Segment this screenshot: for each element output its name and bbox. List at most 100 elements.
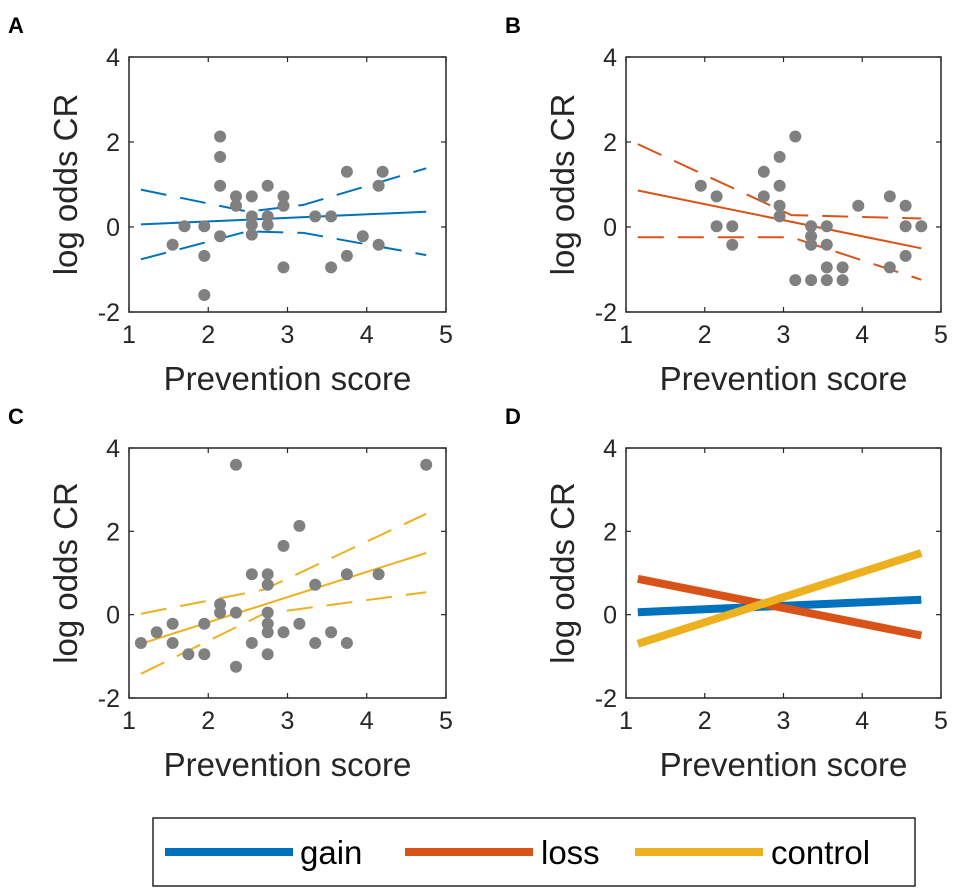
panel-a-data-point (245, 190, 258, 203)
panel-b-data-point (805, 238, 818, 251)
panel-a-data-point (309, 210, 322, 223)
panel-d-xtick-label: 4 (855, 707, 869, 735)
panel-a-data-point (340, 165, 353, 178)
panel-c-ytick-label: 0 (106, 602, 120, 630)
panel-c-data-point (230, 606, 242, 619)
panel-b-data-point (805, 220, 818, 233)
panel-c-data-point (340, 568, 353, 581)
panel-c-data-point (261, 648, 274, 661)
panel-a-data-point (372, 179, 385, 192)
panel-a-data-point (325, 261, 338, 274)
panel-a-ci-upper (140, 167, 427, 213)
panel-d-ylabel: log odds CR (544, 482, 581, 664)
panel-b-ytick-label: 4 (603, 44, 617, 72)
panel-d-xtick-label: 2 (698, 707, 712, 735)
panel-c-data-point (261, 578, 274, 591)
panel-c-fit-line (140, 552, 427, 645)
panel-a-data-point (198, 220, 211, 233)
legend: gain loss control (152, 817, 916, 887)
panel-b-xlabel: Prevention score (660, 360, 908, 397)
panel-c-data-point (277, 539, 290, 552)
panel-c-axes-box (128, 447, 447, 699)
panel-c-data-point (166, 617, 179, 630)
panel-d: D 1 2 3 4 5 -2 0 2 4 Prevention score log odds CR (505, 404, 948, 783)
panel-b-ytick-label: 2 (603, 129, 617, 157)
panel-b-data-point (899, 220, 912, 233)
panel-b-data-point (773, 199, 786, 212)
panel-b-data-point (899, 199, 912, 212)
panel-c-xlabel: Prevention score (164, 746, 412, 783)
panel-d-ytick-label: -2 (595, 685, 617, 713)
panel-c-xtick-label: 3 (281, 707, 295, 735)
panel-b-ci-upper (637, 143, 922, 220)
panel-a-xtick-label: 4 (360, 321, 374, 349)
panel-a-ytick-label: 4 (106, 44, 120, 72)
panel-a-data-point (372, 238, 385, 251)
panel-c-data-point (420, 458, 433, 471)
panel-b: B 1 2 3 4 5 -2 0 2 4 Prevention score log odds CR (505, 13, 948, 397)
panel-c-data-point (261, 617, 274, 630)
panel-b-data-point (757, 190, 770, 203)
panel-b-data-point (899, 249, 912, 262)
panel-a-data-point (325, 210, 338, 223)
panel-a-data-point (261, 179, 274, 192)
panel-c-data-point (293, 519, 306, 532)
panel-c-data-point (372, 568, 385, 581)
panel-c-data-point (198, 617, 211, 630)
panel-c-data-point (166, 637, 179, 649)
legend-gain-label: gain (300, 834, 362, 871)
panel-c-xtick-label: 5 (439, 707, 453, 735)
panel-d-axes-box (625, 447, 942, 699)
panel-b-data-point (852, 199, 865, 212)
panel-d-ytick-label: 4 (603, 435, 617, 463)
panel-a-xtick-label: 3 (281, 321, 295, 349)
panel-a-letter: A (8, 13, 24, 38)
panel-b-data-point (789, 274, 802, 287)
panel-a-ytick-label: 2 (106, 129, 120, 157)
panel-a-data-point (376, 165, 389, 178)
panel-a-xtick-label: 5 (439, 321, 453, 349)
panel-c-ytick-label: 4 (106, 435, 120, 463)
panel-d-letter: D (505, 404, 521, 429)
panel-b-data-point (836, 274, 849, 287)
panel-c-data-point (261, 626, 274, 639)
panel-c-xtick-label: 4 (360, 707, 374, 735)
legend-control-label: control (771, 834, 870, 871)
panel-c-data-point (340, 637, 353, 649)
panel-b-data-point (883, 261, 896, 274)
panel-d-xtick-label: 5 (934, 707, 948, 735)
panel-a-xtick-label: 2 (201, 321, 215, 349)
panel-c-ci-upper (140, 512, 427, 615)
panel-c-data-point (277, 626, 290, 639)
panel-c-data-point (261, 568, 274, 581)
panel-a-data-point (277, 199, 290, 212)
panel-c-data-point (134, 637, 147, 649)
panel-d-xtick-label: 3 (777, 707, 791, 735)
panel-a-data-point (245, 228, 258, 241)
panel-c-data-point (261, 606, 274, 619)
panel-b-data-point (805, 230, 818, 243)
panel-a-ytick-label: 0 (106, 214, 120, 242)
panel-a-xtick-label: 1 (122, 321, 136, 349)
panel-b-data-point (883, 190, 896, 203)
panel-c-data-point (309, 578, 322, 591)
panel-a-ytick-label: -2 (98, 299, 120, 327)
panel-b-data-point (726, 238, 739, 251)
panel-c-data-point (182, 648, 195, 661)
panel-d-line-control (636, 549, 923, 648)
panel-b-xtick-label: 5 (934, 321, 948, 349)
panel-a-ylabel: log odds CR (47, 94, 84, 276)
panel-b-data-point (757, 165, 770, 178)
panel-c-data-point (214, 598, 227, 611)
legend-loss-label: loss (541, 834, 600, 871)
panel-d-xtick-label: 1 (619, 707, 633, 735)
panel-a-data-point (340, 249, 353, 262)
panel-b-data-point (820, 274, 833, 287)
panel-c-data-point (245, 568, 258, 581)
panel-b-xtick-label: 2 (698, 321, 712, 349)
panel-b-data-point (820, 220, 833, 233)
panel-a-data-point (245, 210, 258, 223)
panel-b-data-point (726, 220, 739, 233)
panel-b-ylabel: log odds CR (544, 94, 581, 276)
